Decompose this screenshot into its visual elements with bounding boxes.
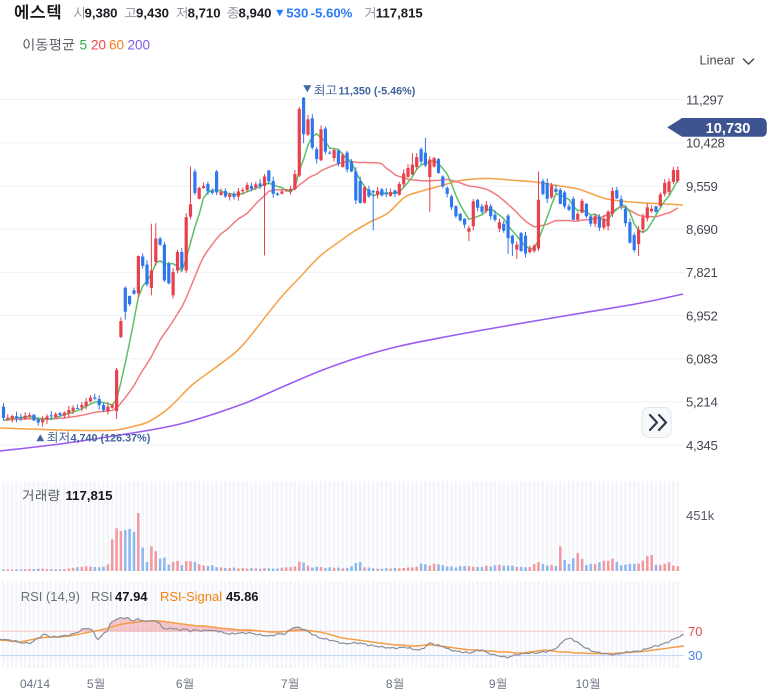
svg-text:10,428: 10,428	[686, 136, 725, 151]
svg-text:8,710: 8,710	[188, 6, 221, 21]
svg-text:451k: 451k	[686, 508, 715, 523]
svg-text:6: 6	[176, 677, 183, 691]
svg-text:20: 20	[91, 38, 106, 53]
svg-text:RSI: RSI	[91, 589, 113, 604]
svg-text:117,815: 117,815	[376, 6, 423, 21]
svg-text:10,730: 10,730	[706, 121, 751, 137]
svg-text:10: 10	[576, 677, 590, 691]
svg-text:-5.60%: -5.60%	[311, 6, 353, 21]
svg-text:9,380: 9,380	[85, 6, 118, 21]
svg-text:6,083: 6,083	[686, 352, 718, 367]
svg-text:8,690: 8,690	[686, 222, 718, 237]
svg-text:5: 5	[80, 38, 88, 53]
svg-text:70: 70	[688, 624, 702, 639]
svg-text:4,345: 4,345	[686, 438, 718, 453]
svg-text:RSI (14,9): RSI (14,9)	[21, 589, 80, 604]
svg-text:8,940: 8,940	[239, 6, 272, 21]
svg-text:04/14: 04/14	[20, 677, 50, 691]
svg-text:30: 30	[688, 648, 702, 663]
svg-text:5,214: 5,214	[686, 395, 718, 410]
svg-text:4,740 (126.37%): 4,740 (126.37%)	[71, 433, 151, 445]
svg-text:11,297: 11,297	[686, 92, 724, 107]
svg-text:60: 60	[109, 38, 124, 53]
svg-text:117,815: 117,815	[66, 488, 113, 503]
svg-text:9,559: 9,559	[686, 179, 718, 194]
svg-text:200: 200	[128, 38, 151, 53]
svg-text:9: 9	[489, 677, 496, 691]
svg-text:6,952: 6,952	[686, 308, 718, 323]
svg-text:Linear: Linear	[700, 53, 736, 68]
svg-text:RSI-Signal: RSI-Signal	[160, 589, 222, 604]
svg-text:7,821: 7,821	[686, 265, 718, 280]
svg-text:5: 5	[87, 677, 94, 691]
svg-text:9,430: 9,430	[136, 6, 169, 21]
svg-text:530: 530	[286, 6, 308, 21]
svg-text:45.86: 45.86	[226, 589, 259, 604]
svg-text:47.94: 47.94	[115, 589, 148, 604]
svg-text:11,350 (-5.46%): 11,350 (-5.46%)	[339, 86, 416, 98]
svg-text:7: 7	[281, 677, 288, 691]
svg-text:8: 8	[386, 677, 393, 691]
